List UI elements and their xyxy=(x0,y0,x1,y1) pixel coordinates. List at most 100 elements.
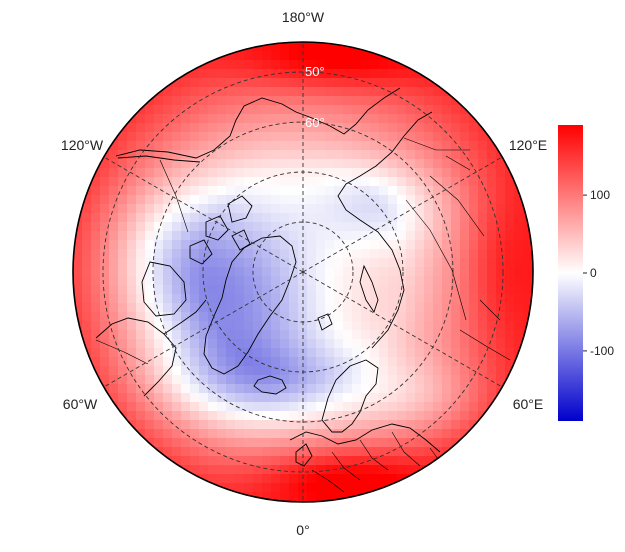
field-cell xyxy=(289,366,299,376)
field-cell xyxy=(334,141,344,151)
field-cell xyxy=(181,276,191,286)
field-cell xyxy=(343,492,353,502)
field-cell xyxy=(244,276,254,286)
field-cell xyxy=(244,150,254,160)
field-cell xyxy=(325,294,335,304)
field-cell xyxy=(127,240,137,250)
field-cell xyxy=(379,357,389,367)
field-cell xyxy=(397,339,407,349)
field-cell xyxy=(514,168,524,178)
field-cell xyxy=(307,141,317,151)
field-cell xyxy=(145,321,155,331)
field-cell xyxy=(217,492,227,502)
field-cell xyxy=(190,303,200,313)
field-cell xyxy=(109,303,119,313)
field-cell xyxy=(397,132,407,142)
field-cell xyxy=(514,339,524,349)
field-cell xyxy=(532,285,533,295)
field-cell xyxy=(334,393,344,403)
field-cell xyxy=(388,267,398,277)
field-cell xyxy=(181,186,191,196)
field-cell xyxy=(154,105,164,115)
field-cell xyxy=(496,186,506,196)
field-cell xyxy=(217,177,227,187)
field-cell xyxy=(100,330,110,340)
field-cell xyxy=(307,123,317,133)
field-cell xyxy=(109,222,119,232)
field-cell xyxy=(496,285,506,295)
field-cell xyxy=(82,294,92,304)
field-cell xyxy=(100,240,110,250)
field-cell xyxy=(388,132,398,142)
field-cell xyxy=(406,231,416,241)
field-cell xyxy=(235,168,245,178)
field-cell xyxy=(244,348,254,358)
field-cell xyxy=(325,114,335,124)
field-cell xyxy=(136,339,146,349)
field-cell xyxy=(235,312,245,322)
field-cell xyxy=(388,69,398,79)
field-cell xyxy=(379,60,389,70)
field-cell xyxy=(451,429,461,439)
field-cell xyxy=(451,258,461,268)
field-cell xyxy=(325,222,335,232)
field-cell xyxy=(244,294,254,304)
field-cell xyxy=(235,78,245,88)
field-cell xyxy=(532,294,533,304)
field-cell xyxy=(505,357,515,367)
field-cell xyxy=(226,411,236,421)
field-cell xyxy=(505,177,515,187)
field-cell xyxy=(406,105,416,115)
field-cell xyxy=(442,150,452,160)
field-cell xyxy=(424,96,434,106)
field-cell xyxy=(316,177,326,187)
field-cell xyxy=(262,276,272,286)
field-cell xyxy=(325,231,335,241)
field-cell xyxy=(469,294,479,304)
field-cell xyxy=(388,357,398,367)
field-cell xyxy=(163,321,173,331)
field-cell xyxy=(307,222,317,232)
field-cell xyxy=(253,213,263,223)
field-cell xyxy=(226,222,236,232)
field-cell xyxy=(415,321,425,331)
field-cell xyxy=(424,195,434,205)
field-cell xyxy=(244,132,254,142)
field-cell xyxy=(235,411,245,421)
field-cell xyxy=(262,42,272,52)
field-cell xyxy=(154,249,164,259)
field-cell xyxy=(307,456,317,466)
field-cell xyxy=(190,150,200,160)
field-cell xyxy=(415,150,425,160)
latitude-circle xyxy=(102,71,504,473)
field-cell xyxy=(505,285,515,295)
field-cell xyxy=(505,276,515,286)
field-cell xyxy=(253,150,263,160)
field-cell xyxy=(235,384,245,394)
field-cell xyxy=(532,240,533,250)
field-cell xyxy=(316,51,326,61)
field-cell xyxy=(397,348,407,358)
field-cell xyxy=(406,366,416,376)
field-cell xyxy=(280,456,290,466)
field-cell xyxy=(271,294,281,304)
field-cell xyxy=(460,393,470,403)
field-cell xyxy=(307,411,317,421)
field-cell xyxy=(289,105,299,115)
field-cell xyxy=(343,114,353,124)
field-cell xyxy=(271,195,281,205)
field-cell xyxy=(226,276,236,286)
field-cell xyxy=(343,339,353,349)
field-cell xyxy=(244,114,254,124)
field-cell xyxy=(325,141,335,151)
field-cell xyxy=(298,177,308,187)
field-cell xyxy=(451,123,461,133)
lat-label-50: 50° xyxy=(305,64,325,79)
field-cell xyxy=(145,141,155,151)
field-cell xyxy=(478,114,488,124)
field-cell xyxy=(199,132,209,142)
field-cell xyxy=(118,357,128,367)
field-cell xyxy=(217,240,227,250)
field-cell xyxy=(334,177,344,187)
field-cell xyxy=(514,366,524,376)
